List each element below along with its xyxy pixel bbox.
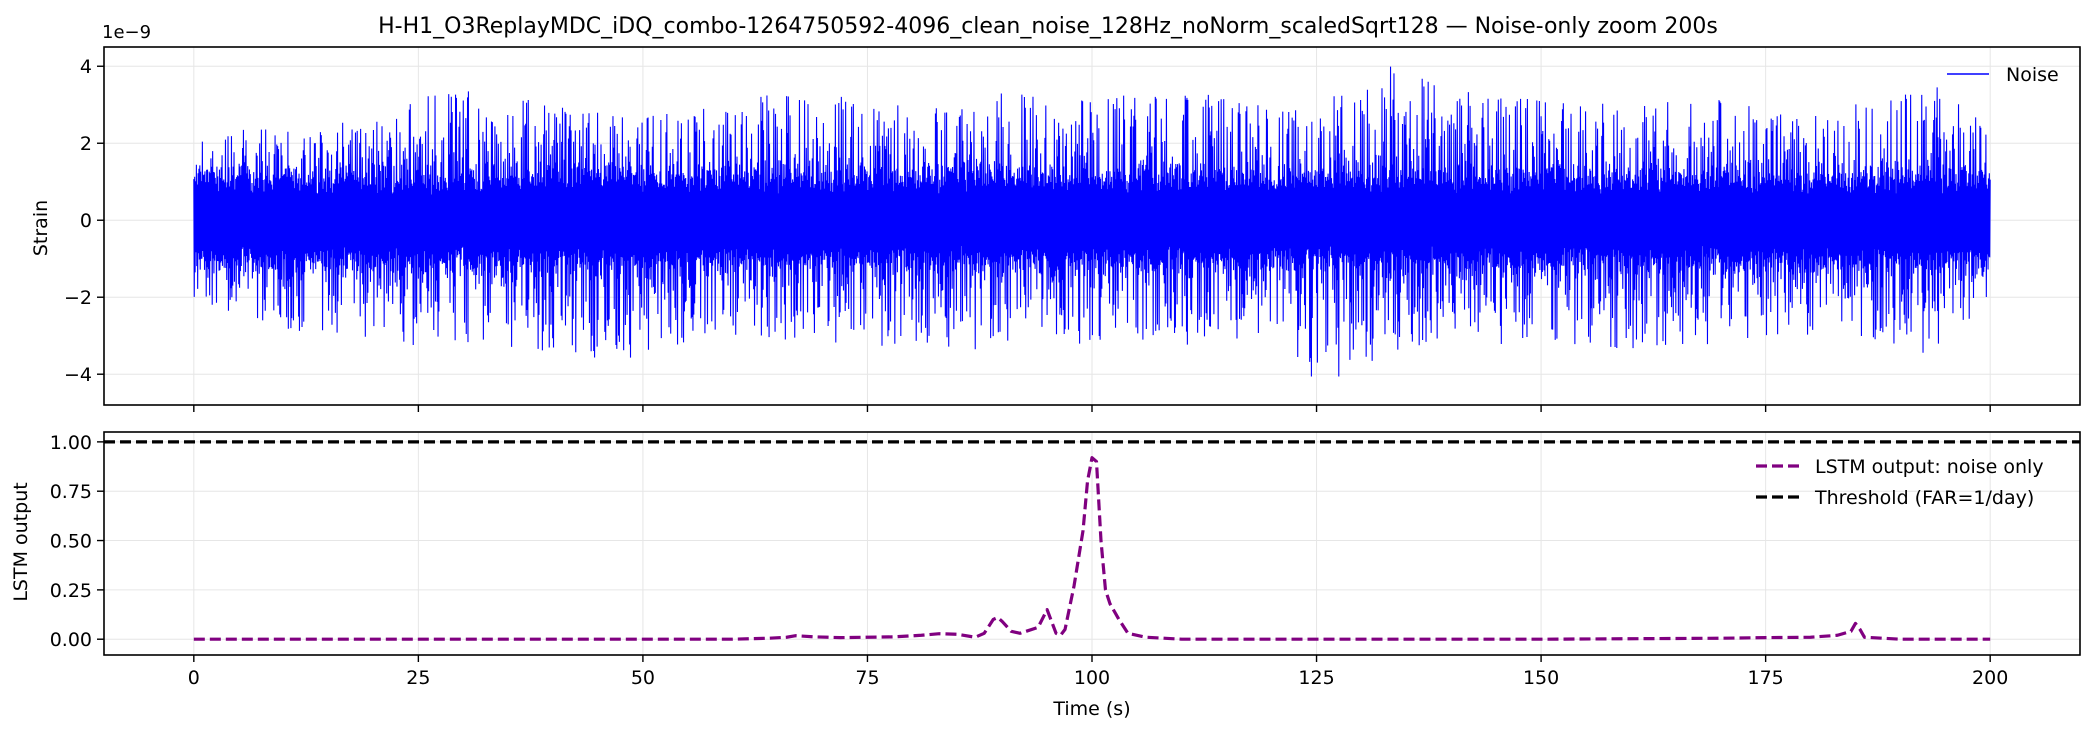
top-y-tick-label: −2 [64,287,92,309]
noise-strain-panel: −4 −2 0 2 4 1e−9 Strain Noise [30,22,2081,412]
x-tick-label: 25 [406,667,430,689]
x-tick-label: 125 [1298,667,1334,689]
x-axis-label: Time (s) [1052,698,1130,720]
top-y-tick-label: 0 [80,210,92,232]
bottom-ticks: 0 25 50 75 100 125 150 175 200 0.00 0.25 0.50 0.75 1.… [50,432,2009,689]
bottom-y-tick-label: 0.75 [50,481,92,503]
x-tick-label: 175 [1748,667,1784,689]
bottom-grid [104,432,2080,655]
bottom-y-tick-label: 0.50 [50,531,92,553]
lstm-output-panel: 0 25 50 75 100 125 150 175 200 0.00 0.25 0.50 0.75 1.… [10,431,2081,720]
x-tick-label: 75 [855,667,879,689]
bottom-y-tick-label: 0.25 [50,580,92,602]
y-offset-label: 1e−9 [102,22,151,43]
x-tick-label: 150 [1523,667,1559,689]
lstm-series [104,440,2080,641]
top-legend: Noise [1947,64,2059,86]
figure-title: H-H1_O3ReplayMDC_iDQ_combo-1264750592-40… [378,14,1718,39]
legend-label-threshold: Threshold (FAR=1/day) [1814,487,2034,509]
bottom-y-tick-label: 0.00 [50,629,92,651]
legend-label-lstm: LSTM output: noise only [1815,456,2044,478]
noise-trace [193,66,1991,377]
bottom-y-tick-label: 1.00 [50,432,92,454]
x-tick-label: 50 [631,667,655,689]
top-ticks: −4 −2 0 2 4 [64,56,1991,412]
bottom-y-axis-label: LSTM output [10,482,32,601]
top-y-tick-label: 2 [80,133,92,155]
x-tick-label: 200 [1972,667,2008,689]
bottom-legend: LSTM output: noise only Threshold (FAR=1… [1756,456,2044,509]
x-tick-label: 100 [1074,667,1110,689]
lstm-output-line [193,456,1991,641]
top-y-tick-label: −4 [64,364,92,386]
x-tick-label: 0 [188,667,200,689]
noise-series [193,66,1991,377]
top-y-axis-label: Strain [30,200,52,256]
legend-label-noise: Noise [2006,64,2059,86]
top-y-tick-label: 4 [80,56,92,78]
